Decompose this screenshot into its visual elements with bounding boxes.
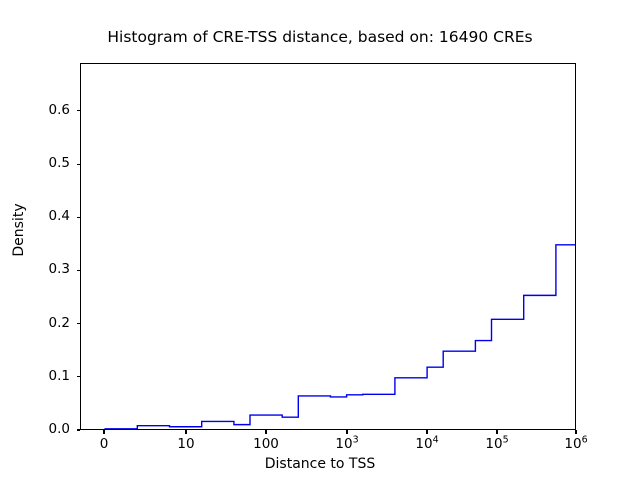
x-tick-mark (103, 430, 105, 434)
y-tick-label: 0.0 (48, 421, 70, 437)
histogram-step-line (104, 244, 575, 429)
y-tick-label: 0.3 (48, 261, 70, 278)
y-tick-label: 0.6 (48, 101, 70, 118)
y-tick-mark (76, 163, 80, 165)
x-tick-mark (496, 430, 498, 434)
x-tick-label: 106 (564, 434, 588, 452)
x-tick-mark (575, 430, 577, 434)
x-tick-label: 100 (253, 436, 279, 452)
plot-area (80, 63, 576, 430)
chart-title: Histogram of CRE-TSS distance, based on:… (107, 28, 533, 46)
y-tick-label: 0.1 (48, 367, 70, 384)
x-tick-label: 0 (99, 436, 109, 452)
x-tick-label: 103 (335, 434, 359, 452)
y-tick-mark (76, 429, 80, 431)
x-tick-mark (265, 430, 267, 434)
y-tick-mark (76, 323, 80, 325)
x-tick-label: 104 (415, 434, 439, 452)
y-tick-mark (76, 110, 80, 112)
y-tick-mark (76, 376, 80, 378)
x-tick-label: 105 (485, 434, 509, 452)
y-tick-mark (76, 269, 80, 271)
x-axis-label: Distance to TSS (264, 456, 376, 472)
x-tick-label: 10 (177, 436, 195, 452)
x-tick-mark (185, 430, 187, 434)
y-tick-label: 0.4 (48, 208, 70, 225)
x-tick-mark (346, 430, 348, 434)
y-tick-label: 0.2 (48, 314, 70, 331)
x-tick-mark (426, 430, 428, 434)
y-tick-mark (76, 216, 80, 218)
y-tick-label: 0.5 (48, 155, 70, 172)
